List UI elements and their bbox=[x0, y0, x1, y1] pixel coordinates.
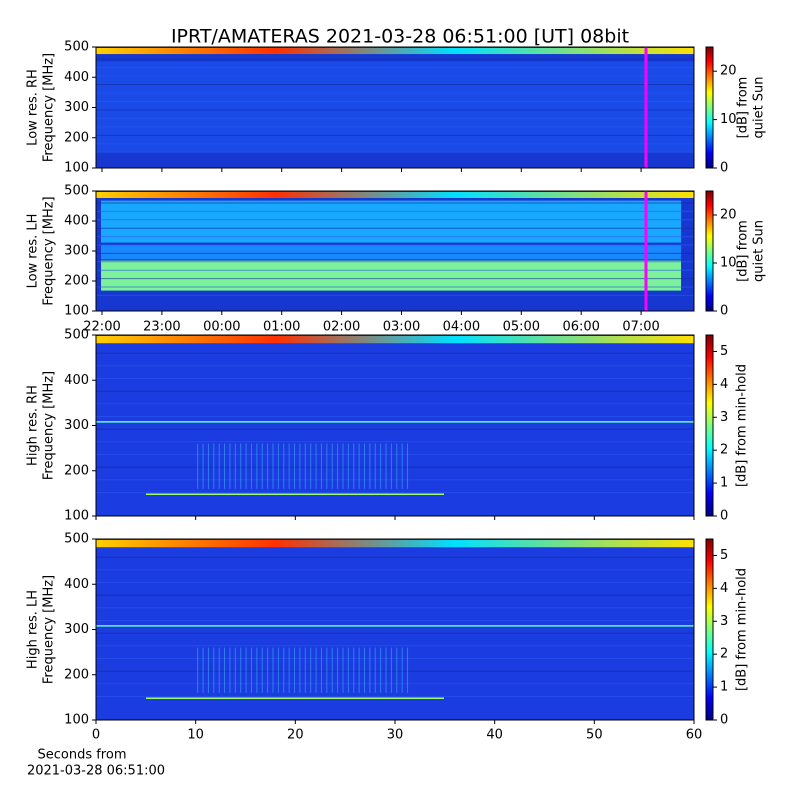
x-tick-label: 20 bbox=[287, 728, 304, 743]
y-tick-label: 400 bbox=[64, 373, 89, 388]
y-tick-label: 500 bbox=[64, 532, 89, 547]
colorbar-label: [dB] from min-hold bbox=[735, 364, 750, 487]
x-label: Seconds from bbox=[37, 748, 126, 763]
y-tick-label: 500 bbox=[64, 184, 89, 199]
colorbar-tick-label: 3 bbox=[720, 410, 728, 425]
y-tick-label: 500 bbox=[64, 40, 89, 55]
x-tick-label: 22:00 bbox=[83, 320, 120, 335]
y-tick-label: 100 bbox=[64, 713, 89, 728]
y-tick-label: 300 bbox=[64, 244, 89, 259]
x-tick-label: 01:00 bbox=[263, 320, 300, 335]
x-tick-label: 00:00 bbox=[203, 320, 240, 335]
x-tick-label: 40 bbox=[486, 728, 503, 743]
y-label: Frequency [MHz] bbox=[42, 53, 57, 162]
title: IPRT/AMATERAS 2021-03-28 06:51:00 [UT] 0… bbox=[171, 26, 629, 48]
y-tick-label: 100 bbox=[64, 509, 89, 524]
colorbar bbox=[705, 538, 714, 721]
x-label: 2021-03-28 06:51:00 bbox=[27, 764, 165, 779]
colorbar-tick-label: 2 bbox=[720, 443, 728, 458]
colorbar-tick-label: 1 bbox=[720, 476, 728, 491]
colorbar-label: quiet Sun bbox=[752, 76, 767, 138]
y-label: Frequency [MHz] bbox=[42, 371, 57, 480]
y-label: Low res. RH bbox=[26, 69, 41, 146]
y-label: High res. RH bbox=[26, 385, 41, 466]
colorbar-label: [dB] from min-hold bbox=[735, 568, 750, 691]
x-tick-label: 04:00 bbox=[443, 320, 480, 335]
x-tick-label: 05:00 bbox=[503, 320, 540, 335]
x-tick-label: 02:00 bbox=[323, 320, 360, 335]
y-label: Frequency [MHz] bbox=[42, 575, 57, 684]
x-tick-label: 23:00 bbox=[143, 320, 180, 335]
colorbar-tick-label: 1 bbox=[720, 680, 728, 695]
colorbar-tick-label: 4 bbox=[720, 581, 728, 596]
y-tick-label: 300 bbox=[64, 100, 89, 115]
y-label: Frequency [MHz] bbox=[42, 196, 57, 305]
colorbar-tick-label: 5 bbox=[720, 344, 728, 359]
spectrogram-top-band bbox=[96, 48, 694, 55]
y-tick-label: 500 bbox=[64, 328, 89, 343]
x-tick-label: 10 bbox=[187, 728, 204, 743]
x-tick-label: 50 bbox=[586, 728, 603, 743]
y-tick-label: 400 bbox=[64, 577, 89, 592]
x-tick-label: 0 bbox=[92, 728, 100, 743]
y-tick-label: 200 bbox=[64, 463, 89, 478]
spectrogram-band bbox=[101, 260, 682, 291]
colorbar bbox=[705, 190, 714, 312]
x-tick-label: 06:00 bbox=[562, 320, 599, 335]
spectrogram-top-band bbox=[96, 540, 694, 548]
colorbar-tick-label: 10 bbox=[720, 112, 737, 127]
colorbar-tick-label: 4 bbox=[720, 377, 728, 392]
y-tick-label: 200 bbox=[64, 667, 89, 682]
y-tick-label: 100 bbox=[64, 304, 89, 319]
x-tick-label: 30 bbox=[387, 728, 404, 743]
colorbar-tick-label: 10 bbox=[720, 256, 737, 271]
spectrogram-top-band bbox=[96, 336, 694, 344]
y-tick-label: 100 bbox=[64, 161, 89, 176]
y-tick-label: 200 bbox=[64, 274, 89, 289]
spectrogram-top-band bbox=[96, 192, 694, 198]
x-tick-label: 60 bbox=[686, 728, 703, 743]
spectrogram bbox=[96, 539, 694, 720]
spectrogram-band bbox=[101, 200, 682, 243]
y-tick-label: 400 bbox=[64, 70, 89, 85]
colorbar-tick-label: 0 bbox=[720, 713, 728, 728]
x-tick-label: 03:00 bbox=[383, 320, 420, 335]
y-tick-label: 200 bbox=[64, 130, 89, 145]
spectrogram-band bbox=[96, 61, 694, 153]
y-tick-label: 300 bbox=[64, 622, 89, 637]
y-label: High res. LH bbox=[26, 590, 41, 669]
colorbar-tick-label: 3 bbox=[720, 614, 728, 629]
colorbar-tick-label: 5 bbox=[720, 548, 728, 563]
y-tick-label: 400 bbox=[64, 214, 89, 229]
colorbar-tick-label: 0 bbox=[720, 304, 728, 319]
colorbar-label: quiet Sun bbox=[752, 220, 767, 282]
colorbar-tick-label: 0 bbox=[720, 161, 728, 176]
colorbar bbox=[705, 334, 714, 517]
spectrogram-band bbox=[101, 245, 682, 260]
colorbar-tick-label: 0 bbox=[720, 509, 728, 524]
y-label: Low res. LH bbox=[26, 214, 41, 289]
colorbar-tick-label: 2 bbox=[720, 647, 728, 662]
y-tick-label: 300 bbox=[64, 418, 89, 433]
colorbar-tick-label: 20 bbox=[720, 208, 737, 223]
colorbar-label: [dB] from bbox=[736, 77, 751, 139]
spectrogram bbox=[96, 335, 694, 516]
x-tick-label: 07:00 bbox=[622, 320, 659, 335]
colorbar-label: [dB] from bbox=[736, 220, 751, 282]
colorbar bbox=[705, 46, 714, 169]
colorbar-tick-label: 20 bbox=[720, 64, 737, 79]
